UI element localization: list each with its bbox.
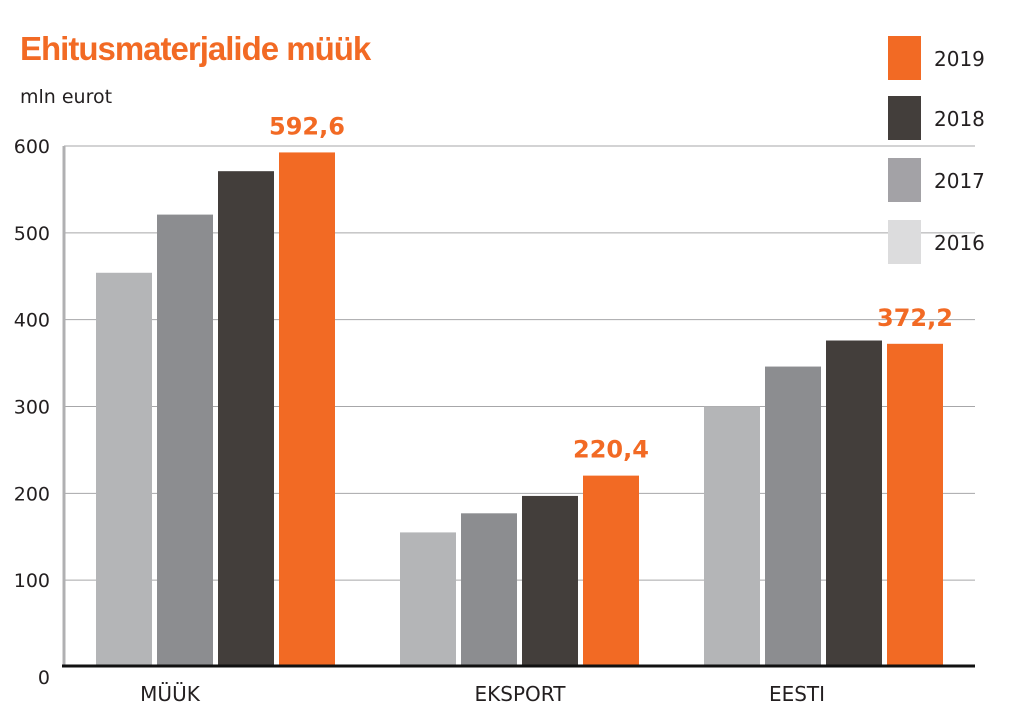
chart-title: Ehitusmaterjalide müük: [20, 30, 371, 67]
bar-2016-eesti: [704, 406, 760, 667]
x-category-label: MÜÜK: [140, 682, 201, 706]
legend-swatch-2019: [888, 36, 921, 80]
y-tick-label: 300: [14, 397, 50, 419]
y-tick-label: 100: [14, 570, 50, 592]
bar-2017-müük: [157, 214, 213, 667]
legend-swatch-2017: [888, 158, 921, 202]
bar-2018-eesti: [826, 340, 882, 667]
legend-swatch-2018: [888, 96, 921, 140]
data-label: 592,6: [269, 112, 345, 140]
bar-2019-müük: [279, 152, 335, 667]
bar-2017-eesti: [765, 366, 821, 667]
bar-2018-eksport: [522, 495, 578, 667]
x-category-label: EESTI: [769, 682, 825, 706]
legend-label-2018: 2018: [934, 107, 985, 131]
data-label: 372,2: [877, 304, 953, 332]
bar-2019-eesti: [887, 343, 943, 667]
y-tick-label: 400: [14, 310, 50, 332]
x-category-label: EKSPORT: [475, 682, 567, 706]
y-tick-label: 0: [38, 667, 50, 689]
bar-2016-eksport: [400, 532, 456, 667]
bar-2018-müük: [218, 171, 274, 667]
bar-2019-eksport: [583, 475, 639, 667]
y-axis-unit-label: mln eurot: [20, 86, 113, 108]
y-tick-label: 200: [14, 483, 50, 505]
y-tick-label: 500: [14, 223, 50, 245]
legend-label-2017: 2017: [934, 169, 985, 193]
y-tick-label: 600: [14, 136, 50, 158]
bar-2017-eksport: [461, 513, 517, 667]
data-label: 220,4: [573, 436, 649, 464]
bar-2016-müük: [96, 272, 152, 667]
legend-swatch-2016: [888, 220, 921, 264]
legend-label-2016: 2016: [934, 231, 985, 255]
legend-label-2019: 2019: [934, 47, 985, 71]
